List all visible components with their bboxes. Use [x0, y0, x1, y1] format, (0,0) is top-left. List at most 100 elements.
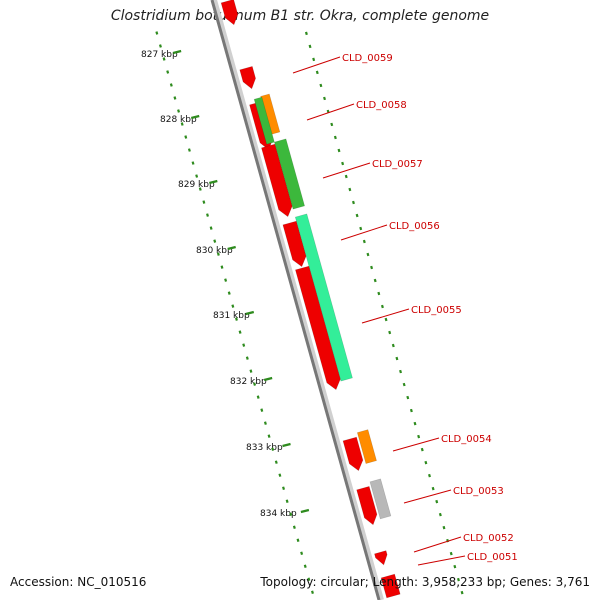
leader-line — [361, 308, 410, 324]
leader-line — [292, 56, 341, 74]
scale-tick — [216, 252, 220, 256]
gene-label-cld-0057: CLD_0057 — [372, 159, 423, 170]
scale-tick — [220, 265, 224, 269]
outer-tick — [308, 44, 312, 49]
gene-block-top — [220, 0, 239, 26]
outer-tick — [319, 83, 323, 88]
outer-tick — [409, 408, 413, 413]
gene-label-cld-0051: CLD_0051 — [467, 552, 518, 563]
scale-tick — [180, 122, 184, 126]
outer-tick — [366, 252, 370, 257]
scale-tick — [202, 200, 206, 204]
scale-tick — [278, 473, 282, 477]
scale-tick — [282, 486, 285, 490]
scale-tick — [191, 161, 195, 165]
gene-block-red-b — [261, 143, 293, 218]
gene-label-cld-0056: CLD_0056 — [389, 221, 440, 232]
outer-tick — [370, 265, 374, 270]
gene-block-red-c — [282, 220, 307, 268]
scale-label: 831 kbp — [213, 311, 250, 321]
scale-tick — [206, 213, 209, 217]
kbp-major-tick — [227, 245, 236, 251]
kbp-major-tick — [245, 310, 255, 316]
scale-tick — [235, 317, 238, 321]
scale-label: 829 kbp — [178, 180, 215, 190]
scale-tick — [311, 590, 314, 594]
gene-block-cld-0059 — [239, 65, 256, 90]
gene-label-cld-0054: CLD_0054 — [441, 434, 492, 445]
scale-label: 834 kbp — [260, 509, 297, 519]
genome-summary-text: Topology: circular; Length: 3,958,233 bp… — [260, 575, 590, 589]
scale-label: 832 kbp — [230, 377, 267, 387]
outer-tick — [402, 382, 406, 387]
outer-tick — [362, 239, 366, 244]
scale-tick — [253, 382, 257, 386]
outer-tick — [380, 304, 384, 309]
scale-tick — [249, 369, 253, 373]
outer-tick — [417, 434, 421, 439]
scale-tick — [260, 408, 264, 412]
outer-tick — [333, 135, 337, 140]
gene-block-red-e — [356, 485, 378, 526]
scale-label: 828 kbp — [160, 115, 197, 125]
backbone — [210, 0, 381, 600]
gene-block-cld-0052 — [374, 550, 388, 566]
gene-label-cld-0055: CLD_0055 — [411, 305, 462, 316]
scale-tick — [231, 304, 235, 308]
outer-tick — [359, 226, 363, 231]
outer-tick — [341, 161, 345, 166]
leader-line — [413, 536, 462, 553]
scale-tick — [209, 226, 213, 230]
map-title: Clostridium botulinum B1 str. Okra, comp… — [110, 8, 490, 24]
outer-tick — [395, 356, 399, 361]
outer-tick — [413, 421, 417, 426]
scale-tick — [173, 96, 177, 100]
label-leaders — [292, 56, 466, 566]
scale-tick — [256, 395, 260, 399]
scale-tick — [303, 564, 307, 568]
leader-line — [322, 162, 371, 179]
leader-line — [306, 103, 355, 121]
scale-tick — [224, 278, 228, 282]
kbp-major-tick — [190, 114, 200, 120]
outer-tick — [424, 460, 428, 465]
leader-line — [417, 555, 466, 566]
outer-tick — [449, 551, 453, 556]
outer-tick — [453, 564, 457, 569]
outer-tick — [348, 187, 352, 192]
scale-tick — [285, 499, 289, 503]
outer-tick — [337, 148, 341, 153]
outer-tick — [373, 278, 377, 283]
gene-features — [220, 0, 401, 599]
backbone-shadow — [211, 0, 384, 600]
outer-tick — [330, 122, 334, 127]
outer-tick — [355, 213, 359, 218]
outer-tick — [456, 577, 460, 582]
scale-tick — [274, 460, 278, 464]
outer-tick — [377, 291, 381, 296]
gene-block-cld-0051 — [380, 573, 401, 599]
kbp-major-tick — [209, 179, 218, 185]
leader-line — [340, 224, 388, 241]
scale-label: 833 kbp — [246, 443, 283, 453]
outer-tick — [406, 395, 410, 400]
outer-tick — [431, 486, 435, 491]
scale-tick — [169, 83, 173, 87]
gene-block-red-d — [342, 436, 364, 472]
scale-tick — [158, 44, 162, 48]
scale-labels: 827 kbp 828 kbp 829 kbp 830 kbp 831 kbp … — [141, 50, 297, 519]
scale-tick — [195, 174, 199, 178]
scale-tick — [162, 57, 166, 61]
outer-tick — [460, 590, 464, 595]
gene-label-cld-0052: CLD_0052 — [463, 533, 514, 544]
gene-block-cld-0054 — [356, 429, 377, 464]
scale-tick — [267, 434, 271, 438]
scale-label: 830 kbp — [196, 246, 233, 256]
outer-tick — [399, 369, 402, 374]
gene-block-cld-0056 — [294, 213, 353, 382]
outer-tick — [442, 525, 446, 530]
scale-tick — [292, 525, 296, 529]
kbp-major-tick — [172, 49, 182, 55]
outer-tick — [323, 96, 326, 101]
gene-labels: CLD_0059 CLD_0058 CLD_0057 CLD_0056 CLD_… — [342, 53, 518, 563]
